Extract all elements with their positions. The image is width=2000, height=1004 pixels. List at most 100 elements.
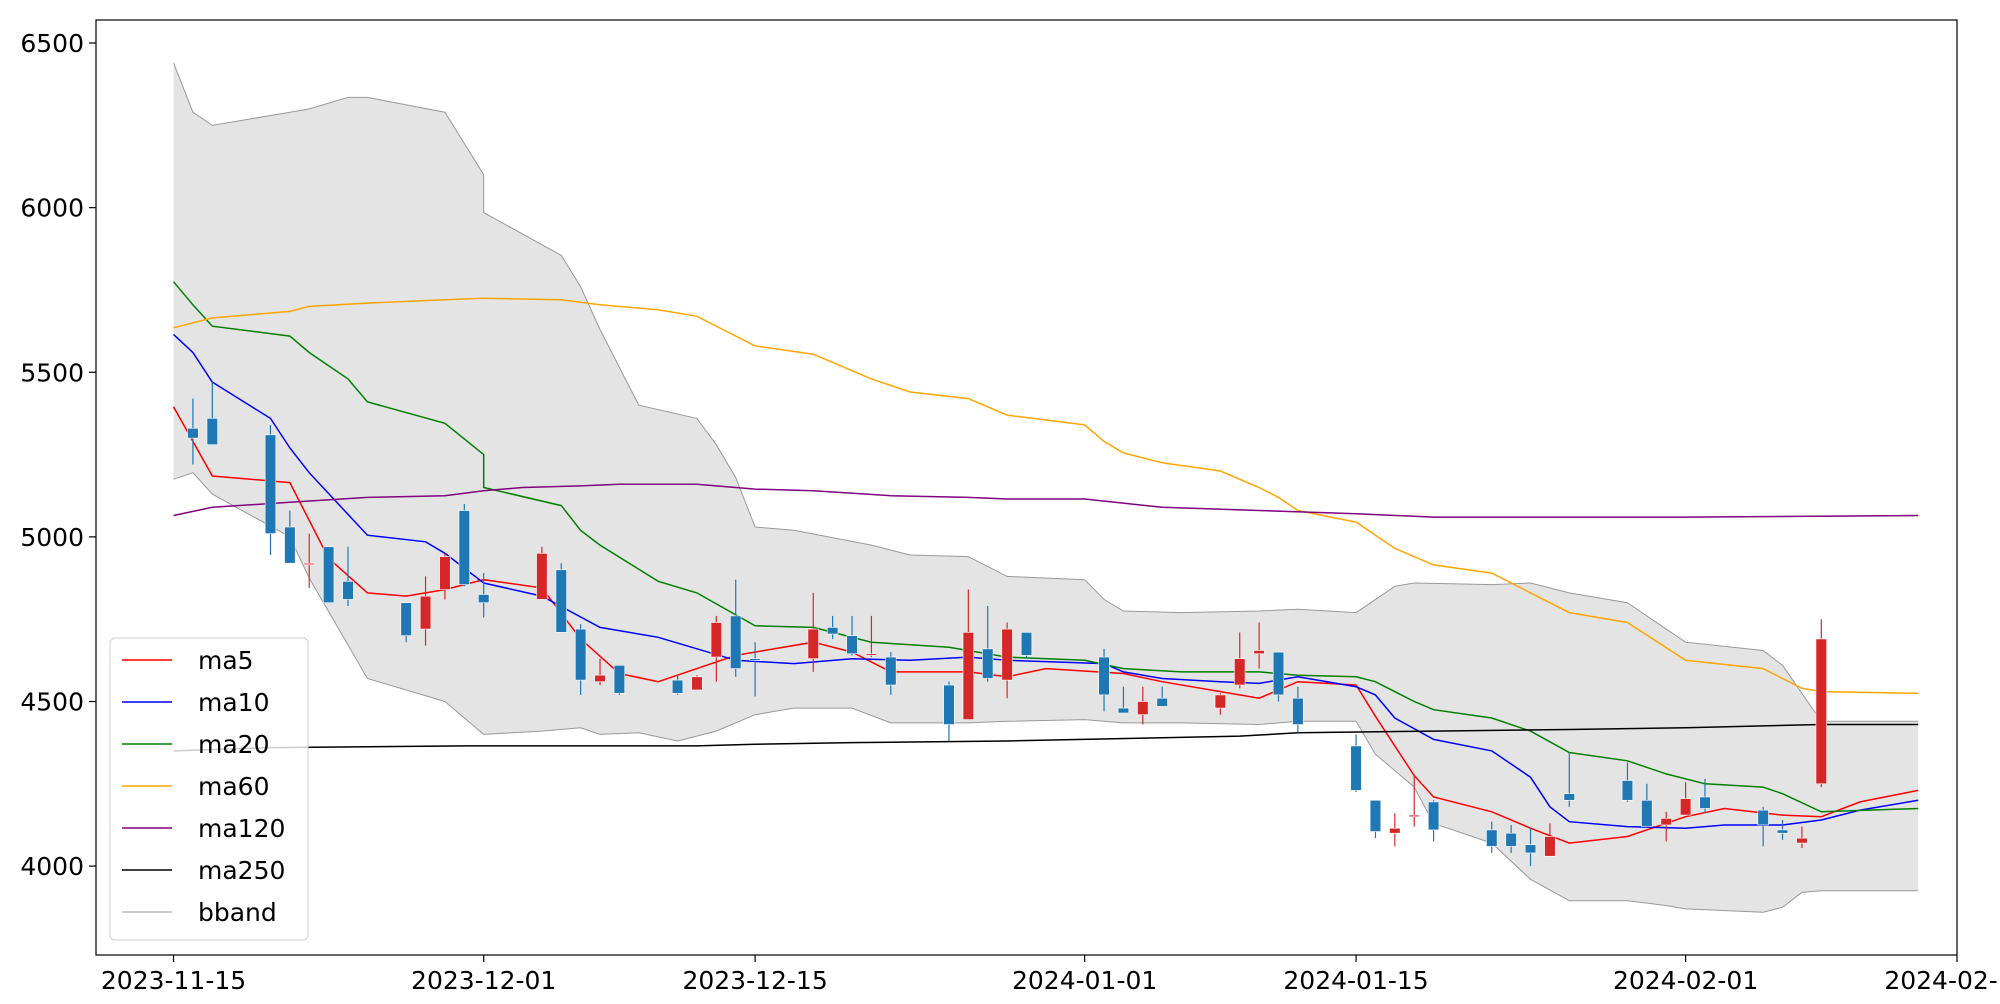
candle (1486, 821, 1498, 853)
x-tick-label: 2023-11-15 (101, 966, 246, 995)
candle (284, 510, 296, 564)
candle-body (322, 546, 335, 604)
candle-body (187, 427, 199, 439)
candle (885, 652, 897, 695)
candle-body (536, 553, 548, 600)
legend-item-ma5: ma5 (122, 646, 254, 675)
candle-body (1350, 745, 1362, 791)
legend-item-bband: bband (122, 898, 277, 927)
x-tick-label: 2023-12-15 (682, 966, 827, 995)
candle-body (1486, 829, 1498, 847)
candle-body (691, 676, 703, 691)
candle (1408, 773, 1420, 827)
legend-label: ma60 (198, 772, 269, 801)
candle (1524, 828, 1537, 867)
line-ma120 (173, 483, 1919, 518)
candle-body (1020, 632, 1033, 656)
candle-body (807, 628, 819, 659)
x-axis: 2023-11-15 2023-12-01 2023-12-15 2024-01-01… (101, 955, 2000, 995)
candle (1796, 826, 1808, 849)
candle (807, 592, 819, 672)
bband-lower-line (173, 472, 1919, 913)
candle-body (1641, 799, 1653, 827)
legend-item-ma20: ma20 (122, 730, 269, 759)
candle-body (1776, 829, 1789, 834)
legend-label: ma20 (198, 730, 269, 759)
candle-body (284, 526, 296, 564)
candle-body (1427, 801, 1440, 831)
candle (458, 503, 470, 587)
legend-label: ma250 (198, 856, 285, 885)
candle-body (1272, 651, 1285, 696)
candle (1292, 686, 1304, 733)
candle (1389, 813, 1401, 847)
candle-body (671, 679, 684, 694)
candle (303, 533, 315, 588)
candle-body (865, 653, 878, 656)
candle (1544, 823, 1556, 857)
candle-body (555, 569, 567, 633)
y-axis: 4000 4500 5000 5500 6000 6500 (20, 29, 96, 881)
candle (536, 546, 548, 600)
candle (1369, 799, 1382, 839)
bband-fill (173, 62, 1919, 913)
candle (342, 546, 354, 607)
candle (962, 589, 974, 720)
candle (264, 424, 277, 555)
candle (594, 658, 606, 686)
candle-body (1524, 844, 1537, 854)
legend-box (109, 637, 309, 941)
candle (1776, 820, 1789, 840)
legend-label: ma10 (198, 688, 269, 717)
candle-body (594, 674, 606, 683)
line-ma60 (173, 297, 1919, 695)
candle (671, 675, 684, 695)
candle (1679, 782, 1692, 816)
candle (439, 553, 451, 600)
candle-body (458, 510, 470, 585)
candle-body (1563, 793, 1575, 801)
legend-item-ma10: ma10 (122, 688, 269, 717)
candle-body (1389, 827, 1401, 834)
x-tick-label: 2024-01-15 (1283, 966, 1428, 995)
candle-body (400, 602, 412, 636)
candle (1253, 622, 1265, 669)
candle-body (478, 594, 490, 604)
x-tick-label: 2023-12-01 (411, 966, 556, 995)
bollinger-band-layer (173, 62, 1919, 913)
candle (1815, 619, 1827, 788)
candle (827, 615, 839, 639)
line-ma5 (172, 406, 1919, 844)
candle (1757, 806, 1769, 847)
candle (1272, 651, 1285, 702)
candle (1621, 762, 1634, 802)
candle (555, 563, 567, 633)
candle-body (206, 418, 218, 446)
y-tick-label: 4500 (20, 687, 84, 716)
candle (187, 398, 199, 465)
candle-body (982, 648, 994, 679)
candle (206, 382, 218, 446)
candle (1350, 734, 1362, 793)
candle (1098, 648, 1110, 712)
plot-frame (95, 19, 1958, 956)
candle-body (1796, 837, 1808, 844)
legend-label: bband (198, 898, 277, 927)
candle (1020, 632, 1033, 659)
candle-body (1117, 707, 1130, 714)
candle-body (1660, 818, 1672, 826)
y-tick-label: 5500 (20, 358, 84, 387)
candle-body (710, 622, 722, 658)
candle (1156, 686, 1168, 707)
y-tick-label: 6500 (20, 29, 84, 58)
candle (1137, 686, 1149, 725)
candle (1117, 686, 1130, 714)
candle-body (1621, 780, 1634, 801)
candle (1699, 778, 1711, 814)
candle-body (730, 615, 742, 669)
candle (943, 681, 955, 742)
candle-body (1505, 832, 1517, 847)
candle-body (1292, 697, 1304, 725)
candle-body (943, 684, 955, 725)
